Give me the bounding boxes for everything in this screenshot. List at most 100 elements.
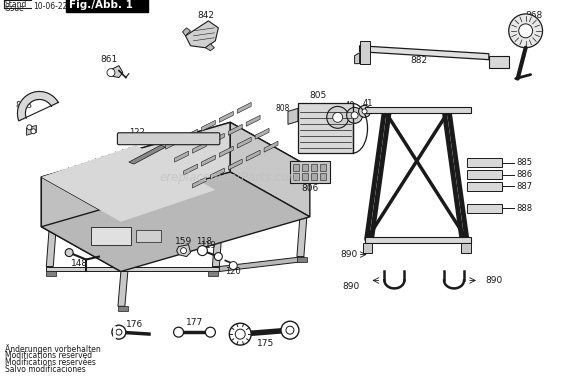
Text: 175: 175 (257, 339, 274, 347)
Polygon shape (129, 145, 166, 164)
Polygon shape (220, 146, 233, 157)
Polygon shape (288, 108, 298, 124)
Text: 890: 890 (340, 250, 358, 259)
Circle shape (327, 106, 348, 128)
Polygon shape (364, 237, 471, 243)
Circle shape (229, 323, 251, 345)
Circle shape (286, 326, 294, 334)
Text: 890: 890 (342, 282, 360, 291)
Circle shape (359, 105, 370, 117)
Circle shape (173, 327, 184, 337)
Polygon shape (290, 161, 330, 183)
Polygon shape (175, 151, 189, 162)
Bar (293, 164, 299, 171)
Polygon shape (212, 227, 222, 267)
Bar (302, 164, 308, 171)
Circle shape (362, 109, 367, 114)
Polygon shape (205, 44, 215, 51)
Circle shape (205, 327, 216, 337)
Text: 868: 868 (525, 11, 542, 20)
Text: 41: 41 (362, 99, 373, 108)
Text: 885: 885 (517, 158, 533, 167)
Polygon shape (182, 28, 190, 36)
Polygon shape (41, 122, 310, 222)
Polygon shape (228, 159, 242, 170)
Text: 119: 119 (200, 241, 216, 250)
Circle shape (519, 24, 533, 38)
Polygon shape (202, 155, 216, 166)
Polygon shape (489, 56, 509, 68)
Circle shape (198, 246, 207, 256)
Text: 843: 843 (16, 101, 33, 110)
Circle shape (333, 112, 343, 122)
Polygon shape (220, 111, 233, 122)
Circle shape (112, 325, 126, 339)
Text: 806: 806 (301, 185, 319, 194)
Polygon shape (255, 128, 269, 139)
Bar (320, 173, 326, 180)
Polygon shape (246, 150, 260, 161)
Bar (467, 170, 502, 179)
Text: 805: 805 (309, 91, 327, 100)
Text: Issue: Issue (5, 4, 24, 13)
Polygon shape (109, 66, 123, 77)
Bar (302, 173, 308, 180)
Text: 148: 148 (70, 259, 88, 268)
Bar (293, 173, 299, 180)
Polygon shape (211, 168, 224, 179)
FancyBboxPatch shape (118, 133, 220, 145)
Polygon shape (177, 245, 190, 256)
Polygon shape (118, 271, 128, 306)
Polygon shape (297, 217, 307, 256)
Text: 886: 886 (517, 170, 533, 179)
Polygon shape (184, 129, 198, 140)
Polygon shape (237, 102, 251, 114)
Text: 38: 38 (323, 104, 334, 113)
Circle shape (229, 262, 237, 270)
Polygon shape (41, 177, 121, 271)
Polygon shape (26, 125, 37, 135)
Text: Fig./Abb. 1: Fig./Abb. 1 (69, 0, 133, 10)
Text: ereplacementParts.com: ereplacementParts.com (160, 171, 301, 183)
Text: 10-06-22: 10-06-22 (33, 2, 68, 11)
Text: 176: 176 (126, 320, 144, 329)
Polygon shape (118, 306, 128, 311)
Polygon shape (41, 172, 310, 271)
Circle shape (27, 125, 32, 130)
Text: 887: 887 (517, 182, 533, 191)
Circle shape (281, 321, 299, 339)
Text: 40: 40 (345, 101, 355, 110)
Text: 888: 888 (517, 204, 533, 213)
Polygon shape (41, 145, 216, 222)
Circle shape (509, 14, 543, 48)
Polygon shape (360, 41, 369, 64)
Polygon shape (230, 122, 310, 217)
Polygon shape (193, 177, 207, 188)
Bar (311, 173, 317, 180)
Polygon shape (220, 256, 304, 271)
Polygon shape (46, 267, 220, 271)
Circle shape (215, 253, 222, 261)
Circle shape (181, 248, 186, 253)
Polygon shape (246, 115, 260, 126)
Bar (136, 230, 160, 242)
Polygon shape (264, 141, 278, 152)
Bar (311, 164, 317, 171)
Circle shape (347, 108, 363, 123)
Text: Modifications reservées: Modifications reservées (5, 358, 95, 367)
Circle shape (351, 112, 358, 119)
Polygon shape (461, 243, 471, 253)
Bar (467, 158, 502, 167)
Polygon shape (166, 138, 180, 149)
Bar (467, 204, 502, 213)
Polygon shape (297, 256, 307, 262)
Circle shape (116, 329, 122, 335)
Circle shape (31, 129, 36, 134)
Polygon shape (46, 227, 56, 267)
Text: 177: 177 (186, 318, 203, 327)
Polygon shape (364, 108, 471, 114)
Polygon shape (17, 91, 59, 121)
Polygon shape (202, 120, 216, 131)
Bar (467, 182, 502, 191)
Polygon shape (46, 271, 56, 276)
